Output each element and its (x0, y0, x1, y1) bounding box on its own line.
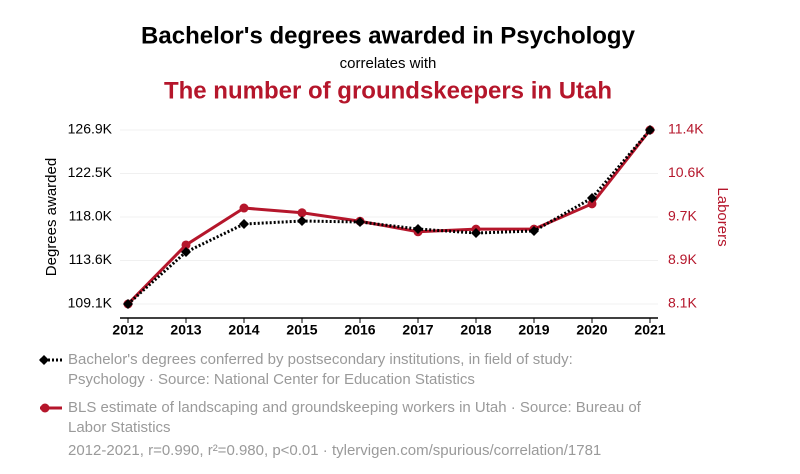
data-point (355, 216, 365, 227)
data-point (587, 199, 597, 209)
x-tick-label: 2017 (402, 322, 433, 338)
data-point (587, 193, 597, 204)
x-tick-label: 2016 (344, 322, 375, 338)
x-tick-label: 2013 (170, 322, 201, 338)
y-tick-label: 126.9K (68, 121, 113, 137)
x-tick-label: 2018 (460, 322, 491, 338)
legend-item: BLS estimate of landscaping and groundsk… (68, 398, 648, 438)
x-tick-label: 2012 (112, 322, 143, 338)
x-tick-label: 2020 (576, 322, 607, 338)
data-point (239, 203, 249, 213)
y2-tick-label: 10.6K (668, 164, 705, 180)
x-tick-label: 2021 (634, 322, 665, 338)
data-point (181, 240, 191, 250)
data-point (239, 219, 249, 230)
data-point (297, 208, 307, 218)
x-tick-label: 2015 (286, 322, 317, 338)
y2-tick-label: 11.4K (668, 121, 704, 137)
x-tick-label: 2019 (518, 322, 549, 338)
series-line (126, 129, 652, 306)
chart-subtitle: correlates with (340, 55, 437, 72)
data-point (181, 246, 191, 257)
y-tick-label: 118.0K (69, 208, 113, 224)
y-axis-label: Degrees awarded (43, 158, 60, 276)
y-tick-label: 113.6K (69, 251, 113, 267)
y2-tick-label: 9.7K (668, 208, 697, 224)
footnote: 2012-2021, r=0.990, r²=0.980, p<0.01 · t… (68, 442, 602, 459)
y2-tick-label: 8.1K (668, 295, 697, 311)
data-point (529, 225, 539, 236)
legend-label: Bachelor's degrees conferred by postseco… (68, 351, 573, 388)
legend-swatch (40, 403, 50, 413)
data-point (413, 224, 423, 235)
legend-item: Bachelor's degrees conferred by postseco… (68, 350, 648, 390)
chart-title: Bachelor's degrees awarded in Psychology (141, 22, 636, 49)
data-point (297, 216, 307, 227)
y-tick-label: 122.5K (68, 164, 113, 180)
data-point (471, 228, 481, 239)
legend-swatch (39, 355, 49, 365)
chart-title-2: The number of groundskeepers in Utah (164, 77, 612, 104)
y-tick-label: 109.1K (68, 295, 113, 311)
y2-axis-label: Laborers (714, 187, 731, 246)
data-point (123, 299, 133, 309)
data-point (645, 125, 655, 135)
x-tick-label: 2014 (228, 322, 259, 338)
legend-label: BLS estimate of landscaping and groundsk… (68, 399, 641, 436)
y2-tick-label: 8.9K (668, 251, 697, 267)
